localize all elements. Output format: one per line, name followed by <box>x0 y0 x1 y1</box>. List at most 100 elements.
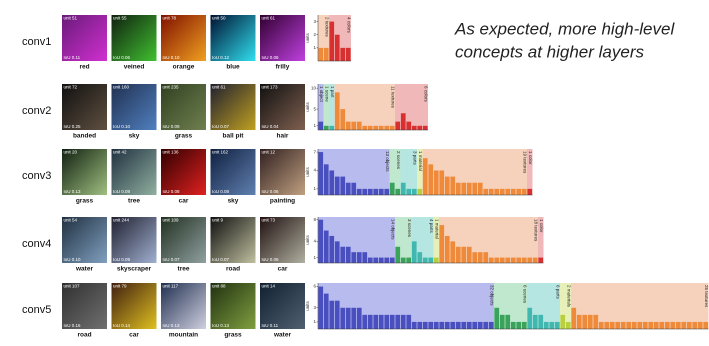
bar <box>422 321 428 329</box>
bar <box>549 321 555 329</box>
iou-label: IoU 0.07 <box>212 124 230 129</box>
bar <box>494 307 500 329</box>
layer-label: conv5 <box>22 304 51 316</box>
bar <box>334 92 340 130</box>
bar <box>417 188 423 195</box>
bar <box>411 188 417 195</box>
bar <box>378 257 384 263</box>
concept-label: car <box>278 266 288 273</box>
bar <box>329 125 335 130</box>
bar <box>318 121 324 130</box>
bar <box>455 246 461 263</box>
bar <box>389 314 395 329</box>
bar <box>340 47 346 61</box>
bar <box>692 321 698 329</box>
unit-label: unit 136 <box>163 150 180 155</box>
bar <box>466 182 472 195</box>
bar <box>505 188 511 195</box>
bar <box>362 314 368 329</box>
thumbnail <box>161 149 206 195</box>
group-band <box>411 217 434 263</box>
thumbnail <box>210 283 256 329</box>
bar <box>466 246 472 263</box>
bar <box>400 113 406 130</box>
bar <box>323 125 329 130</box>
unit-label: unit 51 <box>64 16 78 21</box>
bar <box>439 321 445 329</box>
layer-label: conv1 <box>22 36 51 48</box>
bar <box>318 219 324 263</box>
bar <box>318 286 324 329</box>
concept-label: veined <box>124 64 145 71</box>
bar <box>417 321 423 329</box>
bar <box>483 188 489 195</box>
group-band <box>318 15 329 61</box>
bar <box>439 225 445 263</box>
bar <box>329 300 335 329</box>
bar <box>483 252 489 263</box>
group-label: 13 objects <box>385 151 390 172</box>
iou-label: IoU 0.25 <box>64 124 82 129</box>
y-tick-label: 4 <box>313 168 316 173</box>
bar <box>433 321 439 329</box>
bar <box>362 125 368 130</box>
group-label: 1 color <box>528 151 533 165</box>
bar <box>367 188 373 195</box>
bar <box>389 257 395 263</box>
bar <box>378 125 384 130</box>
bar <box>571 307 577 329</box>
annotation: As expected, more high-level <box>454 19 675 38</box>
bar <box>494 257 500 263</box>
y-tick-label: 3 <box>313 19 316 24</box>
bar <box>367 314 373 329</box>
bar <box>527 307 533 329</box>
bar <box>450 176 456 195</box>
bar <box>554 321 560 329</box>
bar <box>516 257 522 263</box>
bar <box>406 314 412 329</box>
bar <box>593 314 599 329</box>
bar <box>510 321 516 329</box>
concept-label: grass <box>175 133 193 140</box>
group-band <box>494 283 527 329</box>
bar <box>384 257 390 263</box>
bar <box>499 188 505 195</box>
bar <box>433 170 439 195</box>
bar <box>345 121 351 130</box>
iou-label: IoU 0.10 <box>64 257 82 262</box>
bar <box>395 121 401 130</box>
iou-label: IoU 0.06 <box>262 55 280 60</box>
group-label: 2 materials <box>566 285 571 308</box>
bar <box>334 300 340 329</box>
group-label: 4 colors <box>346 17 351 34</box>
unit-label: unit 244 <box>113 218 130 223</box>
bar <box>450 321 456 329</box>
bar <box>323 164 329 195</box>
iou-label: IoU 0.11 <box>64 55 81 60</box>
bar <box>351 121 357 130</box>
group-label: 1 color <box>539 219 544 233</box>
iou-label: IoU 0.07 <box>212 257 230 262</box>
y-axis-label: units <box>305 167 310 177</box>
bar <box>516 321 522 329</box>
bar <box>521 257 527 263</box>
bar <box>648 321 654 329</box>
bar <box>675 321 681 329</box>
bar <box>428 164 434 195</box>
bar <box>488 321 494 329</box>
bar <box>422 257 428 263</box>
group-band <box>389 149 401 195</box>
bar <box>428 321 434 329</box>
group-label: 32 objects <box>489 285 494 306</box>
unit-label: unit 117 <box>163 284 179 289</box>
iou-label: IoU 0.06 <box>262 189 280 194</box>
bar <box>384 125 390 130</box>
layer-label: conv2 <box>22 105 51 117</box>
group-label: 2 textures <box>324 17 329 38</box>
bar <box>329 170 335 195</box>
unit-label: unit 14 <box>262 284 276 289</box>
bar <box>439 170 445 195</box>
bar <box>334 176 340 195</box>
bar <box>345 307 351 329</box>
bar <box>356 188 362 195</box>
